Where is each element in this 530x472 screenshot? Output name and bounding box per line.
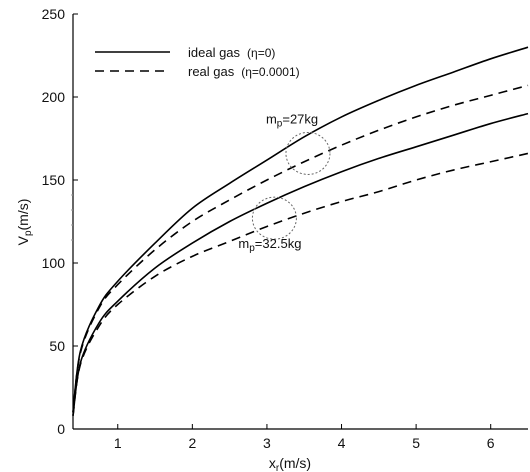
y-tick-label: 250 — [42, 6, 66, 22]
x-tick-label: 5 — [412, 435, 420, 451]
x-tick-label: 6 — [487, 435, 495, 451]
y-tick-label: 100 — [42, 255, 66, 271]
annotation-circle — [251, 196, 297, 240]
x-tick-label: 2 — [188, 435, 196, 451]
y-tick-label: 200 — [42, 89, 66, 105]
svg-text:real gas (η=0.0001): real gas (η=0.0001) — [188, 63, 300, 80]
annotation-label: mp=32.5kg — [238, 236, 301, 254]
y-ticks: 0 50 100 150 200 250 — [42, 6, 78, 437]
series-line-dashed — [72, 152, 529, 416]
annotation-circle — [285, 131, 331, 175]
x-ticks: 1 2 3 4 5 6 — [114, 424, 495, 451]
series-group — [72, 46, 529, 416]
x-tick-label: 3 — [263, 435, 271, 451]
annotations-group: mp=27kg mp=32.5kg — [238, 111, 331, 254]
legend-label-ideal: ideal gas — [188, 45, 241, 60]
x-tick-label: 4 — [338, 435, 346, 451]
x-tick-label: 1 — [114, 435, 122, 451]
legend-paren-real: (η=0.0001) — [241, 65, 299, 79]
annotation-label: mp=27kg — [266, 111, 318, 129]
legend: ideal gas (η=0) real gas (η=0.0001) — [95, 44, 300, 80]
y-tick-label: 0 — [57, 421, 65, 437]
legend-label-real: real gas — [188, 64, 235, 79]
x-axis-title: xr(m/s) — [269, 455, 311, 472]
y-tick-label: 50 — [49, 338, 65, 354]
legend-paren-ideal: (η=0) — [247, 46, 275, 60]
y-tick-label: 150 — [42, 172, 66, 188]
series-line-solid — [72, 112, 529, 416]
y-axis-title: Vp(m/s) — [15, 199, 34, 246]
svg-text:ideal gas (η=0): ideal gas (η=0) — [188, 44, 275, 61]
faint-marks — [71, 194, 73, 241]
series-line-solid — [72, 46, 529, 413]
series-line-dashed — [72, 84, 529, 413]
